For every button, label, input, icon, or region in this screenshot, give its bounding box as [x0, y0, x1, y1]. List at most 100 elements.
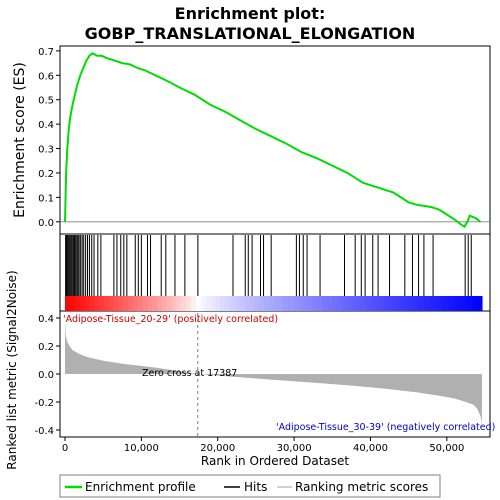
heat-cell	[94, 296, 100, 311]
heat-cell	[263, 296, 270, 311]
chart-title-line-2: GOBP_TRANSLATIONAL_ELONGATION	[85, 24, 416, 43]
heat-cell	[414, 296, 420, 311]
heat-cell	[389, 296, 396, 311]
heat-cell	[423, 296, 430, 311]
heat-cell	[351, 296, 357, 311]
heat-cell	[65, 296, 71, 311]
heat-cell	[98, 296, 105, 311]
es-y-tick-label: 0.5	[38, 96, 54, 107]
es-layer	[60, 52, 490, 229]
ranking-metric-area	[65, 320, 482, 423]
heat-cell	[404, 296, 410, 311]
x-axis-title: Rank in Ordered Dataset	[201, 454, 349, 468]
heat-cell	[268, 296, 275, 311]
heat-cell	[200, 296, 207, 311]
heat-cell	[224, 296, 231, 311]
heat-cell	[452, 296, 459, 311]
heat-cell	[84, 296, 90, 311]
heat-cell	[171, 296, 178, 311]
x-axis: 0 10,000 20,000 30,000 40,000 50,000	[62, 437, 464, 454]
positive-label: 'Adipose-Tissue_20-29' (positively corre…	[63, 314, 278, 325]
x-tick-label: 10,000	[124, 443, 159, 454]
heat-cell	[457, 296, 464, 311]
metric-y-tick-label: 0.2	[38, 342, 54, 353]
metric-y-axis: 0.4 0.2 0.0 -0.2 -0.4	[34, 314, 60, 437]
chart-title-line-1: Enrichment plot:	[175, 4, 326, 23]
heat-cell	[380, 296, 386, 311]
x-tick-label: 20,000	[200, 443, 235, 454]
enrichment-profile-line	[64, 52, 482, 229]
heat-cell	[278, 296, 284, 311]
es-y-tick-label: 0.2	[38, 169, 54, 180]
heat-cell	[365, 296, 372, 311]
heat-cell	[142, 296, 149, 311]
heat-cell	[181, 296, 187, 311]
es-y-tick-label: 0.7	[38, 47, 54, 58]
heat-cell	[472, 296, 478, 311]
heat-cell	[288, 296, 294, 311]
heat-cell	[355, 296, 362, 311]
heat-cell	[69, 296, 76, 311]
heat-cell	[215, 296, 221, 311]
es-panel-frame	[59, 45, 491, 235]
x-tick-label: 40,000	[353, 443, 388, 454]
heat-cell	[384, 296, 391, 311]
heat-cell	[128, 296, 134, 311]
heat-cell	[321, 296, 328, 311]
heat-cell	[360, 296, 367, 311]
es-y-tick-label: 0.6	[38, 71, 54, 82]
es-y-tick-label: 0.3	[38, 145, 54, 156]
heat-cell	[161, 296, 168, 311]
heat-cell	[399, 296, 405, 311]
metric-y-tick-label: -0.4	[34, 426, 54, 437]
metric-y-tick-label: 0.4	[38, 314, 54, 325]
heat-cell	[331, 296, 338, 311]
heat-cell	[302, 296, 309, 311]
heat-cell	[108, 296, 115, 311]
heat-cell	[166, 296, 173, 311]
heat-cell	[103, 296, 110, 311]
es-y-axis-title: Enrichment score (ES)	[12, 62, 28, 218]
heat-cell	[220, 296, 226, 311]
heat-cell	[152, 296, 158, 311]
legend-label-hits: Hits	[244, 480, 267, 494]
heat-cell	[191, 296, 197, 311]
heat-cell	[258, 296, 265, 311]
heat-cell	[195, 296, 202, 311]
heat-cell	[229, 296, 236, 311]
heat-cell	[317, 296, 323, 311]
heat-cell	[234, 296, 241, 311]
heat-cell	[147, 296, 153, 311]
hits-layer	[65, 235, 472, 296]
heat-cell	[292, 296, 299, 311]
x-tick-label: 50,000	[429, 443, 464, 454]
metric-y-axis-title: Ranked list metric (Signal2Noise)	[5, 270, 19, 469]
heat-cell	[157, 296, 163, 311]
heat-cell	[418, 296, 425, 311]
heat-cell	[176, 296, 182, 311]
metric-y-tick-label: -0.2	[34, 398, 54, 409]
heat-cell	[205, 296, 212, 311]
es-y-axis: 0.0 0.1 0.2 0.3 0.4 0.5 0.6 0.7	[38, 47, 60, 229]
legend-box	[59, 474, 441, 498]
heat-cell	[123, 296, 129, 311]
heat-cell	[326, 296, 333, 311]
heat-cell	[249, 296, 255, 311]
heat-cell	[283, 296, 289, 311]
heat-cell	[409, 296, 415, 311]
heat-cell	[210, 296, 216, 311]
metric-layer	[65, 313, 482, 437]
heat-cell	[307, 296, 313, 311]
heat-cell	[118, 296, 124, 311]
x-tick-label: 0	[62, 443, 68, 454]
heat-cell	[79, 296, 85, 311]
heat-cell	[312, 296, 318, 311]
heat-cell	[394, 296, 401, 311]
heat-cell	[370, 296, 376, 311]
heat-cell	[346, 296, 352, 311]
ranked-heatmap	[65, 296, 483, 311]
es-y-tick-label: 0.4	[38, 120, 54, 131]
heat-cell	[428, 296, 435, 311]
legend: Enrichment profile Hits Ranking metric s…	[59, 474, 441, 498]
